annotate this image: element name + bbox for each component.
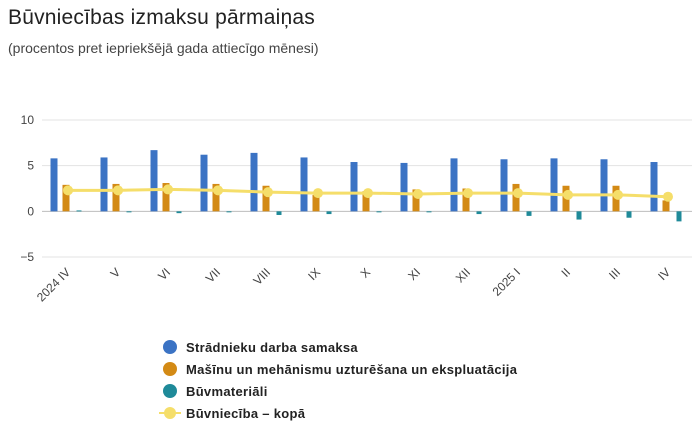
total-line-point	[413, 188, 423, 199]
chart-legend: Strādnieku darba samaksa Mašīnu un mehān…	[159, 336, 517, 424]
bar-labor	[500, 159, 508, 212]
legend-item-total[interactable]: Būvniecība – kopā	[159, 402, 517, 424]
total-line-point	[563, 189, 573, 200]
total-line-point	[113, 185, 123, 196]
legend-item-machinery[interactable]: Mašīnu un mehānismu uzturēšana un eksplu…	[163, 358, 517, 380]
x-tick-label: IX	[305, 265, 323, 283]
y-tick-label: 0	[27, 204, 34, 218]
bar-materials	[276, 211, 282, 215]
bar-machinery	[162, 183, 170, 212]
x-tick-label: IV	[655, 265, 673, 283]
x-axis: 2024 IV V VI VII VIII IX X XI XII 2025 I II III IV	[34, 265, 673, 304]
bar-labor	[150, 150, 158, 212]
y-axis: 10 5 0 −5	[20, 113, 34, 264]
x-tick-label: X	[358, 265, 374, 281]
legend-label-machinery: Mašīnu un mehānismu uzturēšana un eksplu…	[186, 361, 518, 377]
y-tick-label: 10	[21, 113, 35, 127]
bar-machinery	[262, 185, 270, 212]
bar-materials	[326, 211, 332, 215]
total-line-point	[313, 188, 323, 199]
total-line-point	[363, 188, 373, 199]
y-tick-label: −5	[20, 250, 34, 264]
legend-item-labor[interactable]: Strādnieku darba samaksa	[163, 336, 517, 358]
x-tick-label: XI	[405, 265, 423, 283]
legend-label-labor: Strādnieku darba samaksa	[186, 339, 358, 355]
bar-labor	[250, 152, 258, 212]
bar-machinery	[412, 189, 420, 212]
bar-machinery	[362, 191, 370, 212]
total-line-point	[513, 188, 523, 199]
bar-machinery	[312, 194, 320, 212]
total-line-point	[263, 187, 273, 198]
bar-machinery	[112, 183, 120, 212]
x-tick-label: II	[559, 265, 574, 280]
x-tick-label: VI	[155, 265, 173, 283]
x-tick-label: III	[606, 265, 623, 282]
legend-marker-total	[159, 406, 181, 420]
bar-materials	[376, 211, 382, 213]
x-tick-label: V	[108, 265, 124, 281]
bar-labor	[200, 154, 208, 212]
chart-title: Būvniecības izmaksu pārmaiņas	[8, 6, 315, 29]
bar-materials	[626, 211, 632, 218]
bar-machinery	[662, 200, 670, 212]
bar-materials	[126, 211, 132, 213]
bar-labor	[400, 162, 408, 212]
bar-materials	[176, 211, 182, 214]
legend-marker-labor	[163, 340, 177, 354]
y-tick-label: 5	[27, 159, 34, 173]
bar-labor	[550, 158, 558, 212]
bar-labor	[50, 158, 58, 212]
bar-labor	[300, 157, 308, 212]
bar-machinery	[462, 188, 470, 212]
total-line-point	[163, 184, 173, 195]
chart-subtitle: (procentos pret iepriekšējā gada attiecī…	[8, 40, 319, 56]
bar-labor	[450, 158, 458, 212]
x-tick-label: 2025 I	[490, 265, 523, 298]
total-line-point	[463, 188, 473, 199]
legend-label-materials: Būvmateriāli	[186, 383, 268, 399]
x-tick-label: VII	[203, 265, 223, 285]
x-tick-label: VIII	[250, 265, 273, 288]
bar-materials	[76, 210, 82, 212]
bar-materials	[476, 211, 482, 215]
bar-labor	[600, 159, 608, 212]
bar-machinery	[62, 184, 70, 212]
total-line-point	[213, 185, 223, 196]
total-line-point	[613, 189, 623, 200]
legend-marker-materials	[163, 384, 177, 398]
total-line-point	[663, 191, 673, 202]
legend-label-total: Būvniecība – kopā	[186, 405, 306, 421]
x-tick-label: 2024 IV	[34, 265, 73, 304]
bar-materials	[426, 211, 432, 213]
total-line-point	[63, 185, 73, 196]
chart-plot: 10 5 0 −5 2024 IV V VI VII VIII IX X XI XII 2025 I II…	[20, 113, 692, 304]
bar-materials	[576, 211, 582, 220]
x-tick-label: XII	[453, 265, 473, 285]
total-line-layer	[63, 184, 673, 202]
bar-materials	[676, 211, 682, 222]
bar-machinery	[212, 183, 220, 212]
bars-layer	[50, 150, 682, 222]
bar-labor	[350, 162, 358, 212]
bar-materials	[226, 211, 232, 213]
legend-marker-machinery	[163, 362, 177, 376]
legend-item-materials[interactable]: Būvmateriāli	[163, 380, 517, 402]
bar-labor	[100, 157, 108, 212]
bar-materials	[526, 211, 532, 216]
bar-labor	[650, 162, 658, 212]
